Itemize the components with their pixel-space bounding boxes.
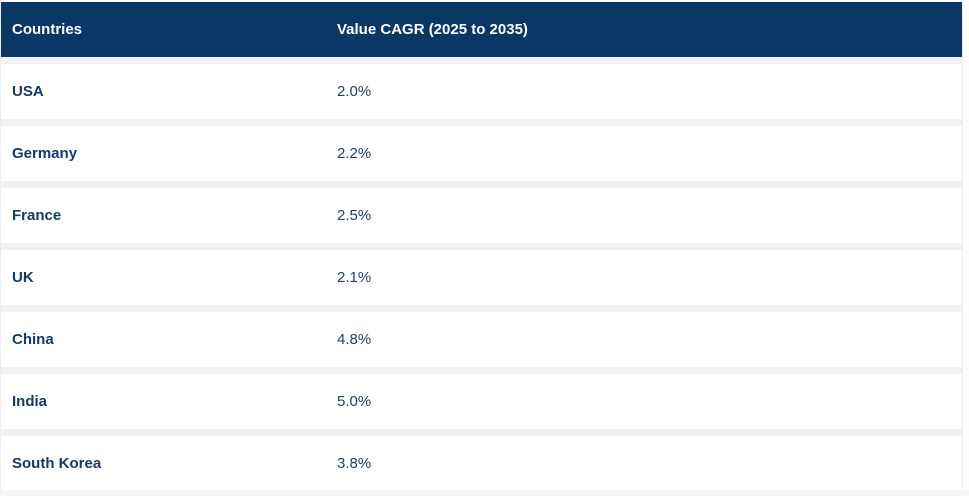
- table-row: China 4.8%: [1, 312, 962, 367]
- cagr-cell: 5.0%: [337, 393, 372, 410]
- cagr-cell: 2.2%: [337, 145, 372, 162]
- table-row: South Korea 3.8%: [1, 436, 962, 491]
- column-header-countries: Countries: [12, 21, 83, 38]
- cagr-cell: 2.1%: [337, 269, 372, 286]
- cagr-cell: 4.8%: [337, 331, 372, 348]
- country-cell: UK: [12, 269, 34, 286]
- bottom-band: [0, 490, 969, 496]
- country-cell: India: [12, 393, 48, 410]
- table-row: Germany 2.2%: [1, 126, 962, 181]
- cagr-cell: 2.5%: [337, 207, 372, 224]
- cagr-cell: 3.8%: [337, 455, 372, 472]
- cagr-table: Countries Value CAGR (2025 to 2035) USA …: [0, 2, 963, 491]
- country-cell: Germany: [12, 145, 78, 162]
- table-row: France 2.5%: [1, 188, 962, 243]
- country-cell: USA: [12, 83, 44, 100]
- table-row: USA 2.0%: [1, 64, 962, 119]
- country-cell: China: [12, 331, 54, 348]
- country-cell: France: [12, 207, 62, 224]
- table-row: India 5.0%: [1, 374, 962, 429]
- country-cell: South Korea: [12, 455, 102, 472]
- table-row: UK 2.1%: [1, 250, 962, 305]
- column-header-value-cagr: Value CAGR (2025 to 2035): [337, 21, 528, 38]
- cagr-cell: 2.0%: [337, 83, 372, 100]
- table-header-row: Countries Value CAGR (2025 to 2035): [1, 2, 962, 57]
